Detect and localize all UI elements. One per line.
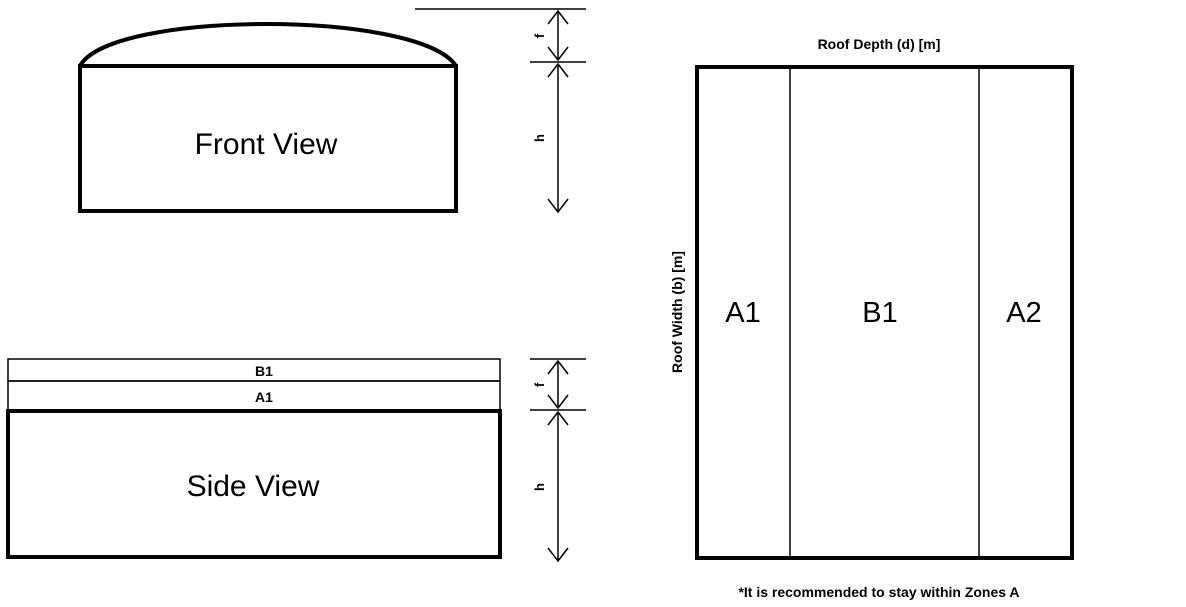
roof-plan: Roof Depth (d) [m] Roof Width (b) [m] A1… <box>669 36 1074 600</box>
front-view-height-arrow-top <box>547 62 569 78</box>
side-view-height-label: h <box>532 483 547 491</box>
roof-plan-zone-a2-label: A2 <box>1006 297 1041 329</box>
front-view-roof-arc <box>78 22 458 68</box>
side-view-zone-a1-strip <box>7 380 501 412</box>
side-view-height-arrow-top <box>547 410 569 426</box>
side-view-height-arrow-bottom <box>547 547 569 563</box>
roof-width-label: Roof Width (b) [m] <box>669 251 685 373</box>
roof-plan-zone-a1-label: A1 <box>725 297 760 329</box>
front-view-height-arrow-bottom <box>547 198 569 214</box>
front-view-rise-label: f <box>532 33 547 38</box>
front-view-body <box>78 64 458 213</box>
side-view-zone-b1-label: B1 <box>255 363 273 379</box>
front-view-dimensions <box>415 8 586 214</box>
front-view-label: Front View <box>195 128 338 161</box>
front-view-rise-arrow-top <box>547 9 569 25</box>
side-view: B1 A1 Side View <box>6 358 502 559</box>
side-view-body <box>6 409 502 559</box>
front-view-rise-arrow-bottom <box>547 46 569 62</box>
front-view-height-label: h <box>532 134 547 142</box>
side-view-rise-label: f <box>532 382 547 387</box>
roof-plan-zone-b1-label: B1 <box>862 297 897 329</box>
roof-plan-note: *It is recommended to stay within Zones … <box>738 584 1019 600</box>
side-view-rise-arrow-top <box>547 359 569 375</box>
roof-depth-label: Roof Depth (d) [m] <box>818 36 941 52</box>
side-view-rise-arrow-bottom <box>547 394 569 410</box>
side-view-zone-a1-label: A1 <box>255 389 273 405</box>
side-view-zone-b1-strip <box>7 358 501 382</box>
front-view: Front View <box>78 22 458 213</box>
side-view-dimensions <box>530 358 586 563</box>
side-view-label: Side View <box>187 470 320 503</box>
roof-plan-outline <box>695 65 1074 560</box>
